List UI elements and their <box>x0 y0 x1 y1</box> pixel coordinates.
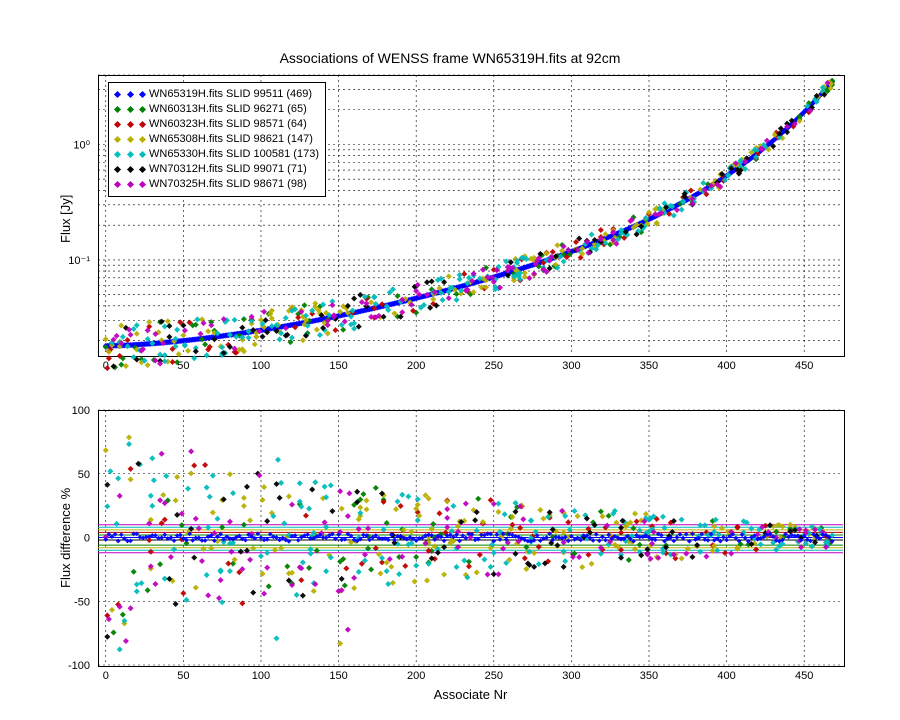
svg-text:200: 200 <box>407 670 425 682</box>
svg-text:-100: -100 <box>68 660 90 672</box>
flux-ylabel: Flux [Jy] <box>58 195 73 243</box>
legend-label: WN65330H.fits SLID 100581 (173) <box>149 147 319 162</box>
svg-text:10⁰: 10⁰ <box>73 139 90 151</box>
svg-text:100: 100 <box>252 670 270 682</box>
svg-text:0: 0 <box>103 670 109 682</box>
svg-text:350: 350 <box>640 670 658 682</box>
svg-text:450: 450 <box>795 670 813 682</box>
svg-text:150: 150 <box>329 670 347 682</box>
chart-title: Associations of WENSS frame WN65319H.fit… <box>0 50 900 66</box>
legend-item: WN65308H.fits SLID 98621 (147) <box>115 132 319 147</box>
legend-item: WN70312H.fits SLID 99071 (71) <box>115 162 319 177</box>
svg-text:100: 100 <box>252 360 270 372</box>
svg-text:50: 50 <box>78 469 90 481</box>
legend-label: WN65319H.fits SLID 99511 (469) <box>149 87 312 102</box>
svg-text:-50: -50 <box>74 596 90 608</box>
legend-label: WN65308H.fits SLID 98621 (147) <box>149 132 313 147</box>
svg-text:150: 150 <box>329 360 347 372</box>
legend-label: WN70325H.fits SLID 98671 (98) <box>149 177 307 192</box>
legend: WN65319H.fits SLID 99511 (469)WN60313H.f… <box>108 82 326 197</box>
svg-text:250: 250 <box>485 360 503 372</box>
svg-text:0: 0 <box>84 533 90 545</box>
legend-label: WN60323H.fits SLID 98571 (64) <box>149 117 307 132</box>
diff-plot: 050100150200250300350400450-100-50050100 <box>98 410 843 665</box>
svg-text:400: 400 <box>717 360 735 372</box>
svg-text:300: 300 <box>562 670 580 682</box>
legend-item: WN65330H.fits SLID 100581 (173) <box>115 147 319 162</box>
diff-ylabel: Flux difference % <box>58 487 73 587</box>
svg-text:200: 200 <box>407 360 425 372</box>
svg-text:300: 300 <box>562 360 580 372</box>
svg-text:450: 450 <box>795 360 813 372</box>
svg-text:400: 400 <box>717 670 735 682</box>
svg-text:50: 50 <box>177 670 189 682</box>
svg-text:10⁻¹: 10⁻¹ <box>68 255 90 267</box>
legend-label: WN70312H.fits SLID 99071 (71) <box>149 162 307 177</box>
legend-item: WN60323H.fits SLID 98571 (64) <box>115 117 319 132</box>
svg-text:350: 350 <box>640 360 658 372</box>
svg-text:250: 250 <box>485 670 503 682</box>
legend-item: WN60313H.fits SLID 96271 (65) <box>115 102 319 117</box>
svg-text:100: 100 <box>72 405 90 417</box>
legend-item: WN65319H.fits SLID 99511 (469) <box>115 87 319 102</box>
diff-xlabel: Associate Nr <box>98 687 843 702</box>
legend-item: WN70325H.fits SLID 98671 (98) <box>115 177 319 192</box>
legend-label: WN60313H.fits SLID 96271 (65) <box>149 102 307 117</box>
figure: Associations of WENSS frame WN65319H.fit… <box>0 0 900 720</box>
